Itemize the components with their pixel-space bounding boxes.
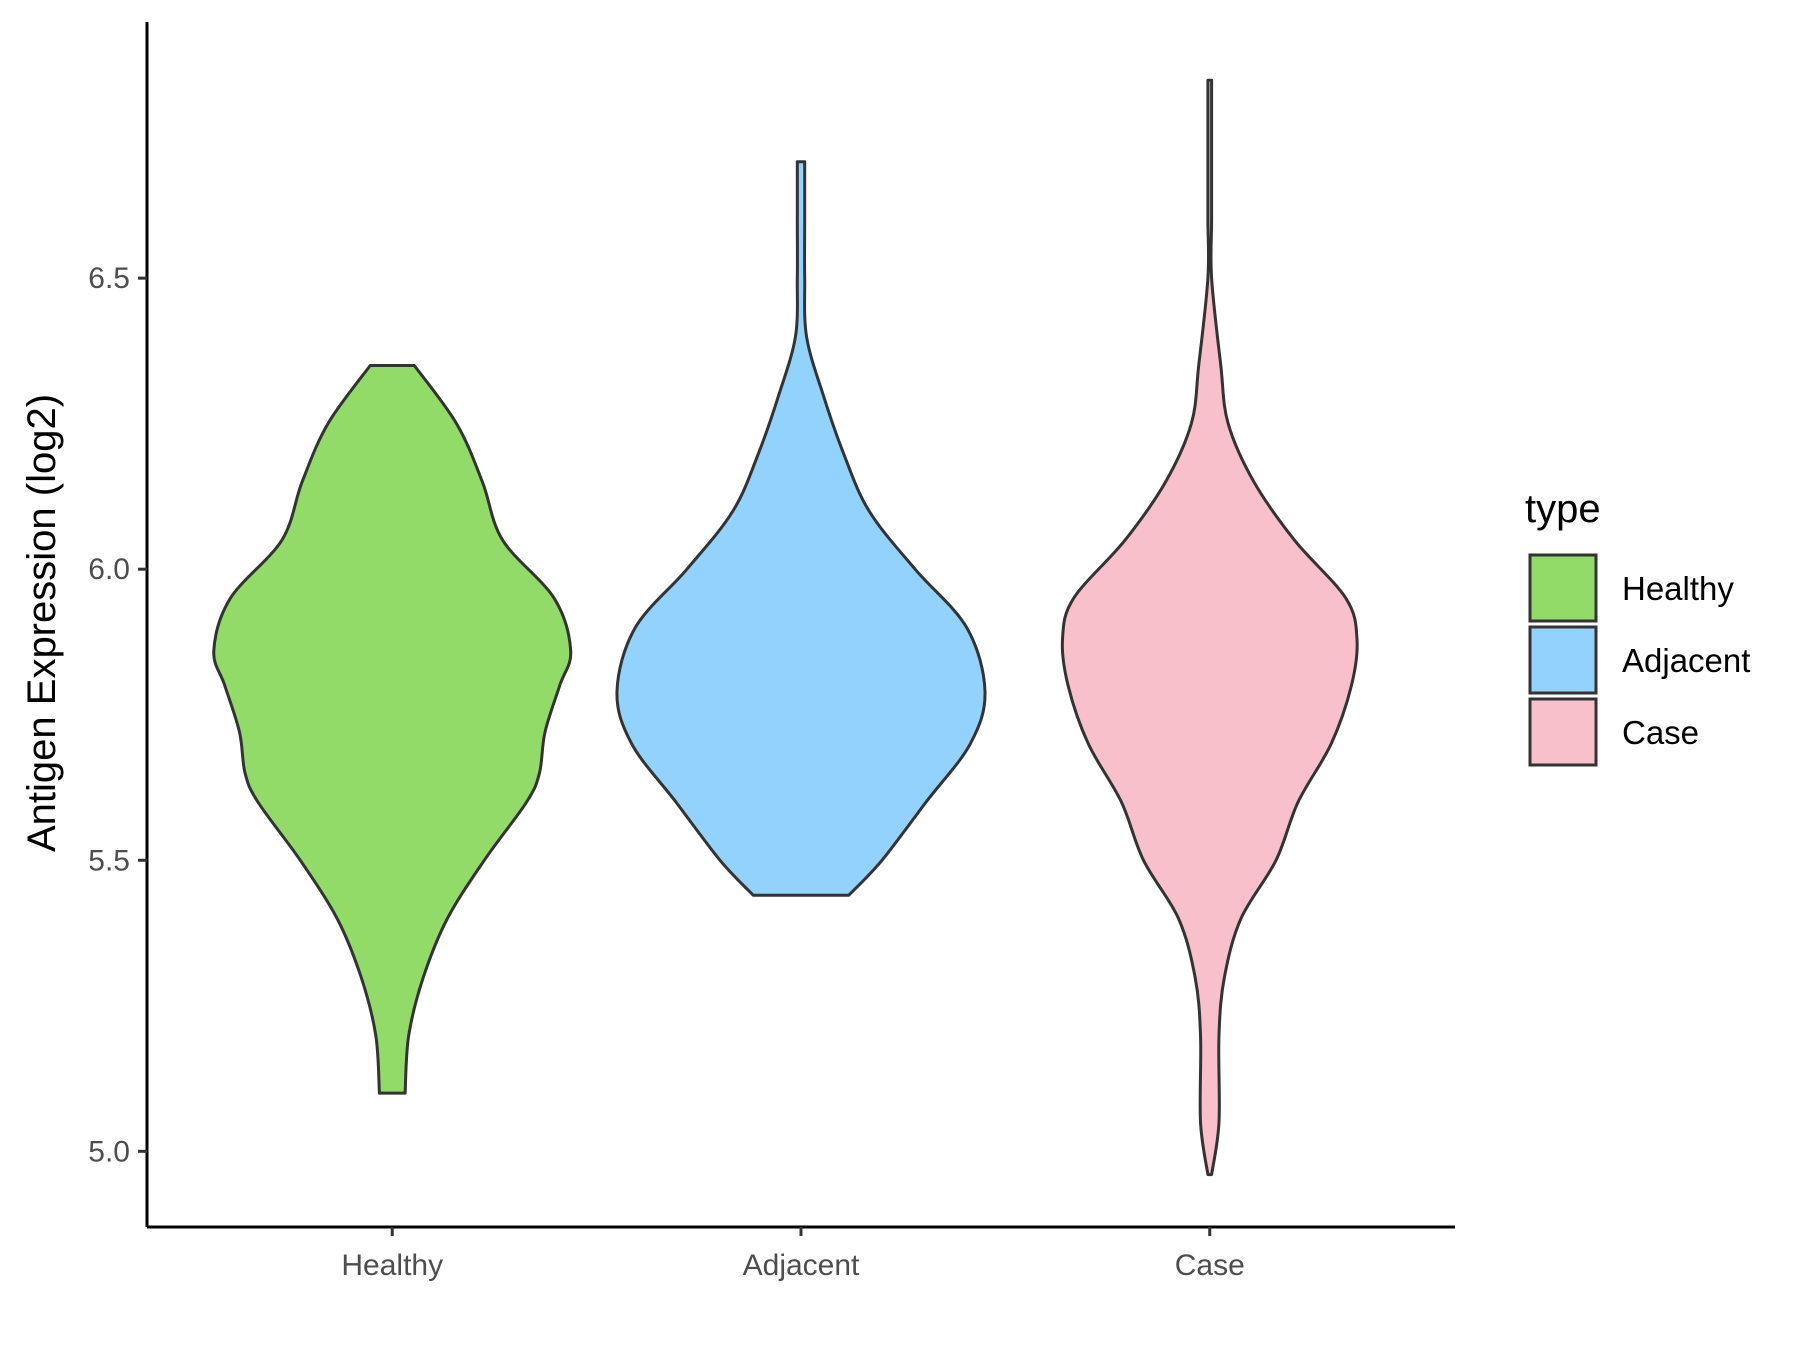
violin-adjacent <box>615 160 987 897</box>
plot-panel: 5.0 5.5 6.0 6.5 Healthy Adjacent Case <box>88 22 1455 1282</box>
legend-key-adjacent <box>1528 625 1598 695</box>
legend-label-adjacent: Adjacent <box>1622 642 1750 679</box>
violin-healthy <box>212 364 573 1095</box>
x-axis-ticks: Healthy Adjacent Case <box>341 1227 1245 1282</box>
legend: type Healthy Adjacent Case <box>1525 487 1750 767</box>
y-tick-label: 5.5 <box>88 844 130 877</box>
violin-case <box>1060 78 1359 1177</box>
legend-key-case <box>1528 697 1598 767</box>
legend-title: type <box>1525 487 1601 531</box>
legend-key-healthy <box>1528 553 1598 623</box>
legend-label-case: Case <box>1622 714 1699 751</box>
x-tick-label: Adjacent <box>743 1249 860 1282</box>
legend-label-healthy: Healthy <box>1622 570 1734 607</box>
y-axis-title: Antigen Expression (log2) <box>20 394 64 852</box>
violin-layer <box>212 78 1359 1177</box>
x-tick-label: Healthy <box>341 1249 443 1282</box>
y-tick-label: 6.5 <box>88 262 130 295</box>
y-axis-ticks: 5.0 5.5 6.0 6.5 <box>88 262 147 1168</box>
x-tick-label: Case <box>1175 1249 1245 1282</box>
y-tick-label: 6.0 <box>88 553 130 586</box>
legend-items: Healthy Adjacent Case <box>1528 553 1750 767</box>
y-tick-label: 5.0 <box>88 1135 130 1168</box>
